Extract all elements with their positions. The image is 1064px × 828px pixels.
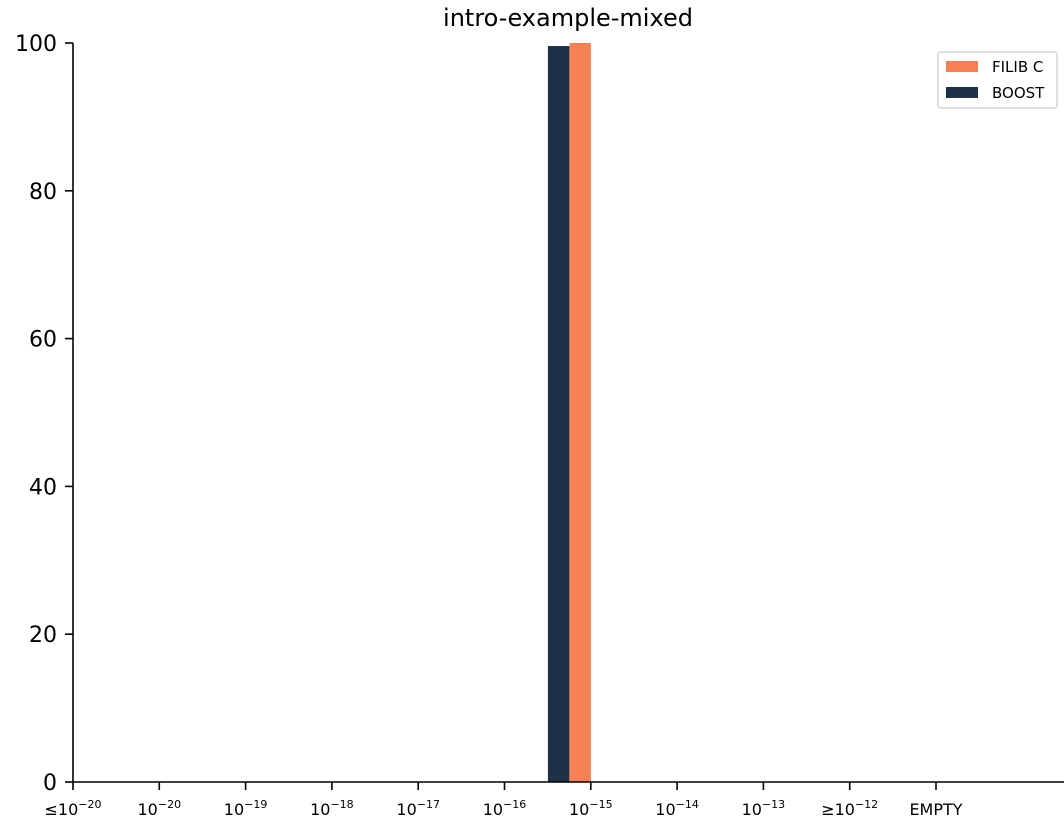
bar-filib-c-5: [569, 43, 591, 782]
y-tick-label-100: 100: [15, 32, 57, 57]
x-tick-label-4: 10−17: [396, 798, 440, 819]
x-tick-label-10: EMPTY: [909, 800, 962, 819]
x-tick-label-7: 10−14: [655, 798, 699, 819]
y-tick-label-60: 60: [29, 328, 57, 353]
x-tick-label-1: 10−20: [138, 798, 182, 819]
bars-layer: [547, 43, 591, 782]
legend-label-filib-c: FILIB C: [992, 58, 1043, 76]
x-tick-label-9: ≥10−12: [821, 798, 878, 819]
y-tick-label-80: 80: [29, 180, 57, 205]
legend-swatch-boost: [946, 87, 978, 98]
x-tick-label-3: 10−18: [310, 798, 354, 819]
bar-boost-5: [547, 46, 570, 782]
legend: FILIB C BOOST: [937, 51, 1058, 109]
legend-swatch-filib-c: [946, 61, 978, 72]
x-tick-label-0: ≤10−20: [45, 798, 102, 819]
legend-label-boost: BOOST: [992, 84, 1045, 102]
x-tick-label-6: 10−15: [569, 798, 613, 819]
chart-title: intro-example-mixed: [443, 4, 693, 32]
axes-layer: 0 20 40 60 80 100 ≤10−20 10−20 10−19 10−18 10−17 10…: [15, 32, 1064, 819]
x-tick-label-8: 10−13: [742, 798, 786, 819]
x-tick-label-5: 10−16: [483, 798, 527, 819]
x-tick-label-2: 10−19: [224, 798, 268, 819]
y-tick-label-20: 20: [29, 623, 57, 648]
y-tick-label-40: 40: [29, 475, 57, 500]
y-tick-label-0: 0: [43, 771, 57, 796]
